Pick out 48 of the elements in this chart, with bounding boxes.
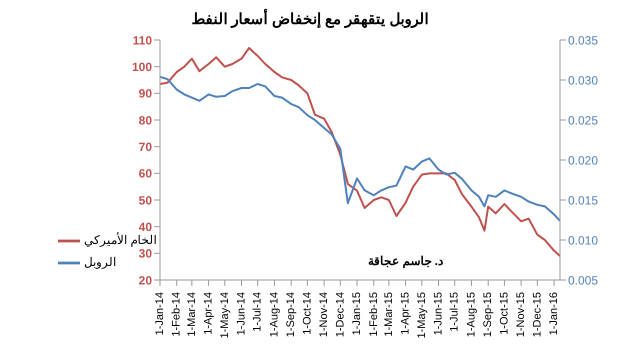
x-tick-label: 1-Sep-15 bbox=[482, 292, 494, 338]
x-tick-label: 1-Jan-15 bbox=[351, 292, 364, 336]
x-tick-label: 1-Oct-15 bbox=[498, 292, 510, 335]
y2-tick-label: 0.035 bbox=[568, 33, 598, 48]
x-tick-label: 1-Oct-14 bbox=[301, 292, 314, 335]
y-tick-label: 60 bbox=[138, 166, 152, 181]
y-tick-label: 80 bbox=[138, 113, 152, 128]
x-tick-label: 1-Jan-16 bbox=[548, 292, 560, 336]
y-tick-label: 20 bbox=[138, 273, 152, 288]
chart-title: الروبل يتقهقر مع إنخفاض أسعار النفط bbox=[190, 10, 430, 28]
y2-tick-label: 0.015 bbox=[568, 193, 598, 208]
y2-tick-label: 0.030 bbox=[568, 73, 598, 88]
y2-tick-label: 0.010 bbox=[568, 233, 598, 248]
x-tick-label: 1-Mar-15 bbox=[382, 292, 395, 337]
line-series bbox=[160, 76, 560, 222]
y-tick-label: 90 bbox=[138, 86, 152, 101]
x-tick-label: 1-Jun-15 bbox=[432, 292, 445, 336]
y-tick-label: 30 bbox=[138, 246, 152, 261]
y2-tick-label: 0.020 bbox=[568, 153, 598, 168]
legend-label: الخام الأميركي bbox=[84, 233, 156, 248]
x-tick-label: 1-Dec-15 bbox=[531, 292, 544, 338]
x-tick-label: 1-Aug-15 bbox=[465, 292, 478, 338]
x-tick-label: 1-Nov-14 bbox=[318, 292, 330, 338]
x-tick-label: 1-Jan-14 bbox=[154, 292, 166, 336]
x-tick-label: 1-Jul-14 bbox=[252, 292, 264, 332]
x-tick-label: 1-Feb-15 bbox=[368, 292, 380, 337]
x-tick-label: 1-Nov-15 bbox=[515, 292, 528, 338]
y2-tick-label: 0.005 bbox=[568, 273, 598, 288]
y2-tick-label: 0.025 bbox=[568, 113, 598, 128]
x-tick-label: 1-Apr-15 bbox=[400, 292, 412, 335]
x-tick-label: 1-Jul-15 bbox=[448, 292, 461, 332]
x-tick-label: 1-Jun-14 bbox=[236, 292, 248, 336]
x-tick-label: 1-May-15 bbox=[416, 292, 428, 338]
x-tick-label: 1-Aug-14 bbox=[268, 292, 280, 338]
y-tick-label: 50 bbox=[138, 193, 152, 208]
x-tick-label: 1-Sep-14 bbox=[285, 292, 298, 338]
line-series bbox=[160, 47, 560, 257]
x-tick-label: 1-Apr-14 bbox=[202, 292, 215, 335]
x-tick-label: 1-Mar-14 bbox=[186, 292, 198, 337]
y-tick-label: 40 bbox=[138, 220, 152, 234]
annotation: د. جاسم عجاقة bbox=[368, 254, 444, 268]
y-tick-label: 100 bbox=[132, 60, 152, 74]
x-tick-label: 1-Dec-14 bbox=[334, 292, 346, 338]
y-tick-label: 70 bbox=[138, 140, 152, 154]
y-tick-label: 110 bbox=[132, 33, 152, 48]
legend-label: الروبل bbox=[84, 255, 116, 270]
x-tick-label: 1-May-14 bbox=[218, 292, 231, 338]
x-tick-label: 1-Feb-14 bbox=[170, 292, 183, 337]
